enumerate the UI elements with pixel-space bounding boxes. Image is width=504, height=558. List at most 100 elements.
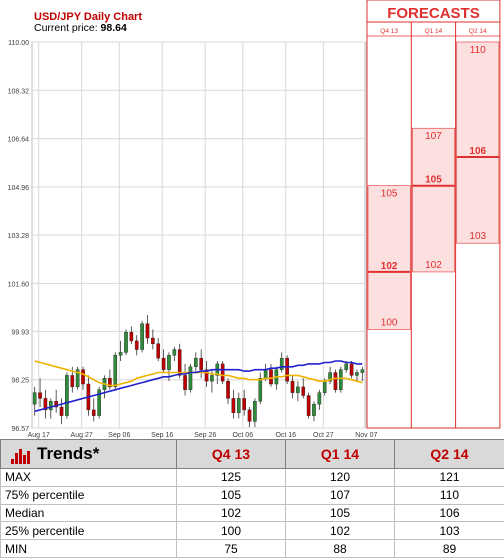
bar-chart-icon <box>11 444 31 464</box>
table-cell: 110 <box>395 486 504 504</box>
table-cell: 105 <box>286 504 395 522</box>
table-cell: 102 <box>286 522 395 540</box>
candle-body <box>243 398 246 409</box>
candle <box>339 367 342 393</box>
y-tick-label: 103.28 <box>8 233 30 240</box>
candle-body <box>119 352 122 355</box>
candle-body <box>162 358 165 369</box>
current-price: Current price: 98.64 <box>34 22 127 34</box>
candle <box>307 393 310 419</box>
y-tick-label: 98.25 <box>11 378 29 385</box>
forecast-low-label: 102 <box>425 260 442 271</box>
forecast-title: FORECASTS <box>387 5 480 22</box>
candle-body <box>221 364 224 381</box>
candle-body <box>334 373 337 390</box>
table-cell: 103 <box>395 522 504 540</box>
candle-body <box>183 375 186 389</box>
forecast-median-label: 102 <box>381 261 398 272</box>
table-row: MIN 75 88 89 <box>1 540 504 558</box>
x-tick-label: Oct 16 <box>275 432 296 439</box>
row-label: 75% percentile <box>1 486 177 504</box>
table-cell: 75 <box>177 540 286 558</box>
forecast-low-label: 103 <box>469 231 486 242</box>
candle-body <box>135 341 138 350</box>
forecast-high-label: 110 <box>470 45 486 56</box>
candle-body <box>130 332 133 341</box>
current-price-label: Current price: <box>34 22 98 34</box>
candle-body <box>291 381 294 392</box>
candle <box>140 321 143 353</box>
candle-body <box>302 387 305 396</box>
trends-col-q4-13: Q4 13 <box>177 440 286 469</box>
candle-body <box>200 358 203 369</box>
forecast-column-label: Q2 14 <box>469 28 487 35</box>
candle-body <box>307 396 310 416</box>
y-tick-label: 99.93 <box>11 329 29 336</box>
x-tick-label: Aug 27 <box>71 432 93 439</box>
table-row: 75% percentile 105 107 110 <box>1 486 504 504</box>
candle-body <box>60 407 63 416</box>
forecast-high-label: 107 <box>425 131 442 142</box>
candle <box>114 352 117 389</box>
candle-body <box>350 364 353 375</box>
candle-body <box>151 338 154 344</box>
y-tick-label: 96.57 <box>11 426 29 433</box>
y-tick-label: 104.96 <box>8 185 30 192</box>
candle-body <box>189 367 192 390</box>
x-tick-label: Oct 27 <box>313 432 334 439</box>
candle-body <box>286 358 289 381</box>
candle-body <box>345 364 348 370</box>
candle-body <box>361 370 364 373</box>
candle-body <box>296 387 299 393</box>
candle <box>286 355 289 384</box>
usdjpy-chart: 110.00108.32106.64104.96103.28101.6099.9… <box>0 0 504 440</box>
x-tick-label: Nov 07 <box>355 432 377 439</box>
trends-table: Trends* Q4 13 Q1 14 Q2 14 MAX 125 120 12… <box>0 439 504 558</box>
forecast-median-label: 105 <box>425 175 442 186</box>
candle-body <box>81 370 84 384</box>
table-cell: 121 <box>395 469 504 487</box>
table-cell: 125 <box>177 469 286 487</box>
x-tick-label: Sep 16 <box>151 432 173 439</box>
candle-body <box>355 373 358 376</box>
candle-body <box>194 358 197 367</box>
candle <box>98 387 101 419</box>
candle-body <box>65 375 68 415</box>
y-tick-label: 108.32 <box>8 88 30 95</box>
x-tick-label: Sep 06 <box>108 432 130 439</box>
y-tick-label: 106.64 <box>8 137 30 144</box>
candle-body <box>124 332 127 352</box>
y-tick-label: 101.60 <box>8 281 30 288</box>
forecast-range-box <box>412 128 454 272</box>
candle <box>221 361 224 384</box>
x-tick-label: Sep 26 <box>194 432 216 439</box>
candle-body <box>114 355 117 387</box>
candle <box>334 370 337 393</box>
candle-body <box>237 398 240 412</box>
forecast-range-box <box>457 42 499 243</box>
trends-title-cell: Trends* <box>1 440 177 469</box>
forecast-column-label: Q1 14 <box>425 28 443 35</box>
candle-body <box>157 344 160 358</box>
candle <box>124 329 127 355</box>
table-row: Median 102 105 106 <box>1 504 504 522</box>
candle <box>189 364 192 393</box>
forecast-column-label: Q4 13 <box>380 28 398 35</box>
candle-body <box>210 375 213 381</box>
candle-body <box>253 401 256 421</box>
candle-body <box>248 410 251 421</box>
candle-body <box>339 370 342 390</box>
row-label: MAX <box>1 469 177 487</box>
current-price-value: 98.64 <box>101 22 127 34</box>
table-cell: 100 <box>177 522 286 540</box>
row-label: Median <box>1 504 177 522</box>
candle-body <box>259 378 262 401</box>
forecast-range-box <box>368 186 410 330</box>
candle-body <box>140 324 143 350</box>
candle-body <box>312 404 315 415</box>
table-cell: 88 <box>286 540 395 558</box>
candle-body <box>49 401 52 410</box>
candle-body <box>318 393 321 404</box>
